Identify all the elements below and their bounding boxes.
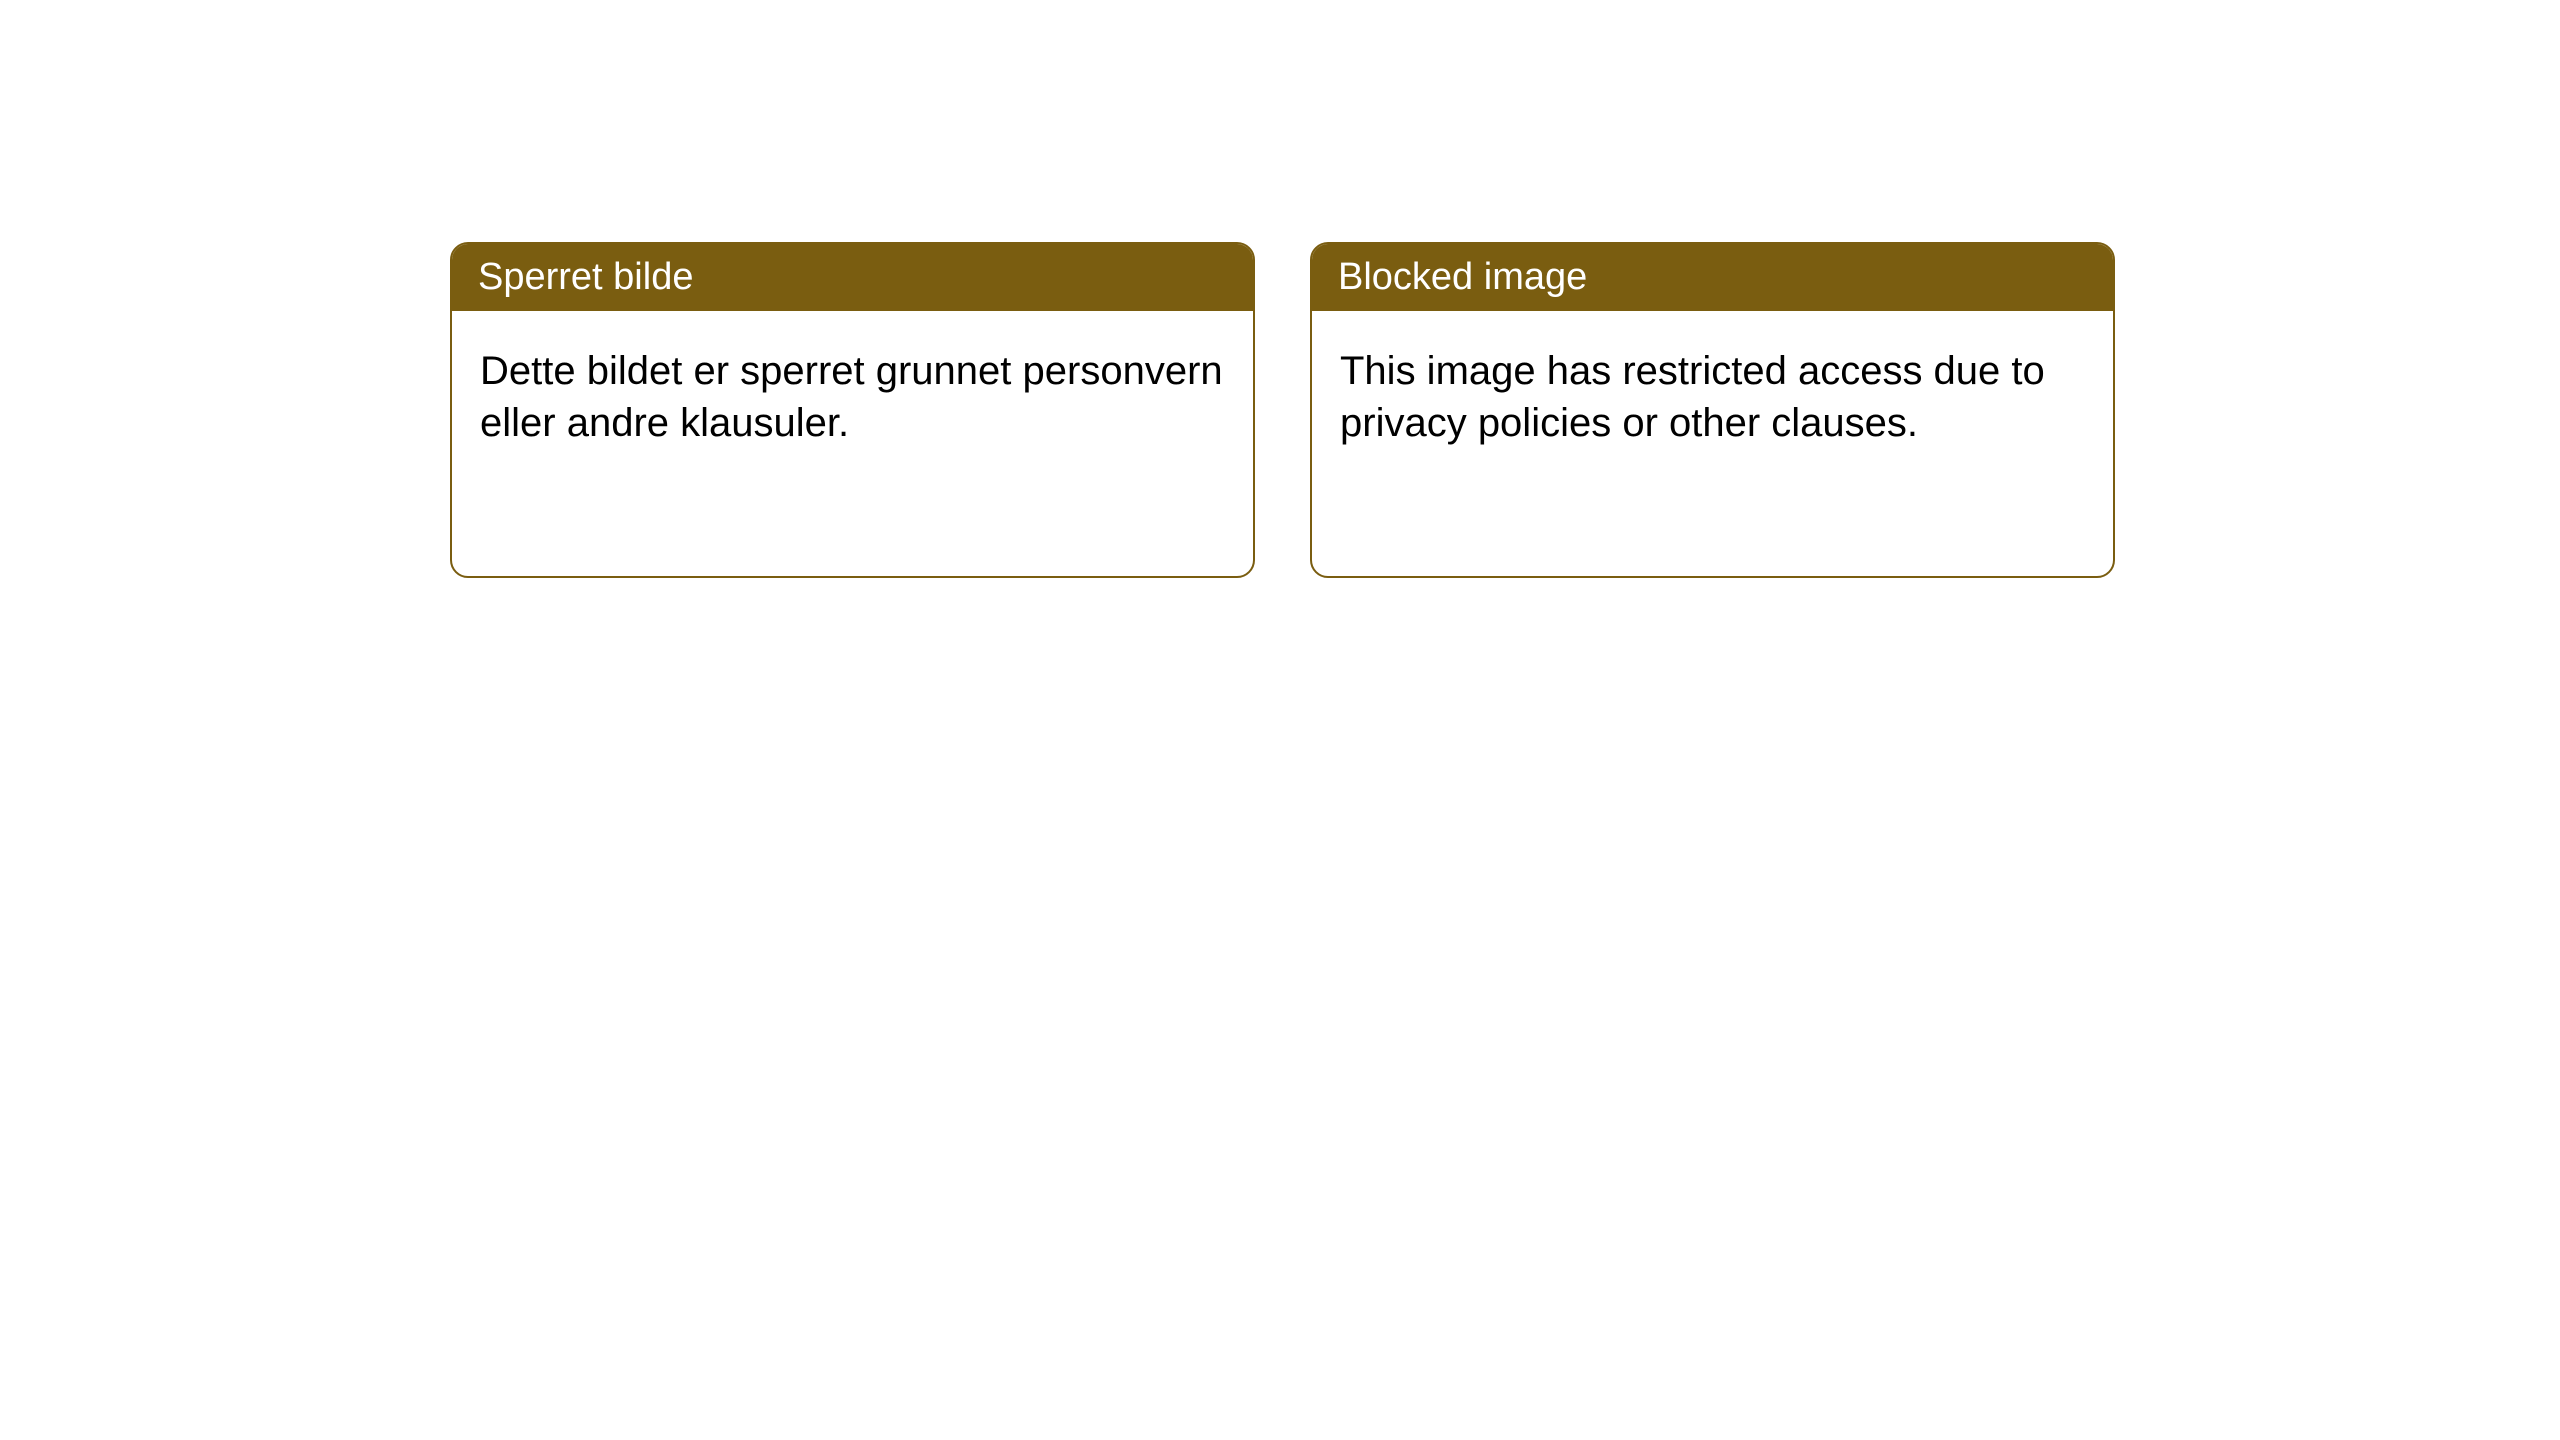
notice-container: Sperret bilde Dette bildet er sperret gr… bbox=[450, 242, 2115, 578]
notice-card-norwegian: Sperret bilde Dette bildet er sperret gr… bbox=[450, 242, 1255, 578]
notice-body: This image has restricted access due to … bbox=[1312, 311, 2113, 483]
notice-card-english: Blocked image This image has restricted … bbox=[1310, 242, 2115, 578]
notice-body: Dette bildet er sperret grunnet personve… bbox=[452, 311, 1253, 483]
notice-header: Sperret bilde bbox=[452, 244, 1253, 311]
notice-header: Blocked image bbox=[1312, 244, 2113, 311]
